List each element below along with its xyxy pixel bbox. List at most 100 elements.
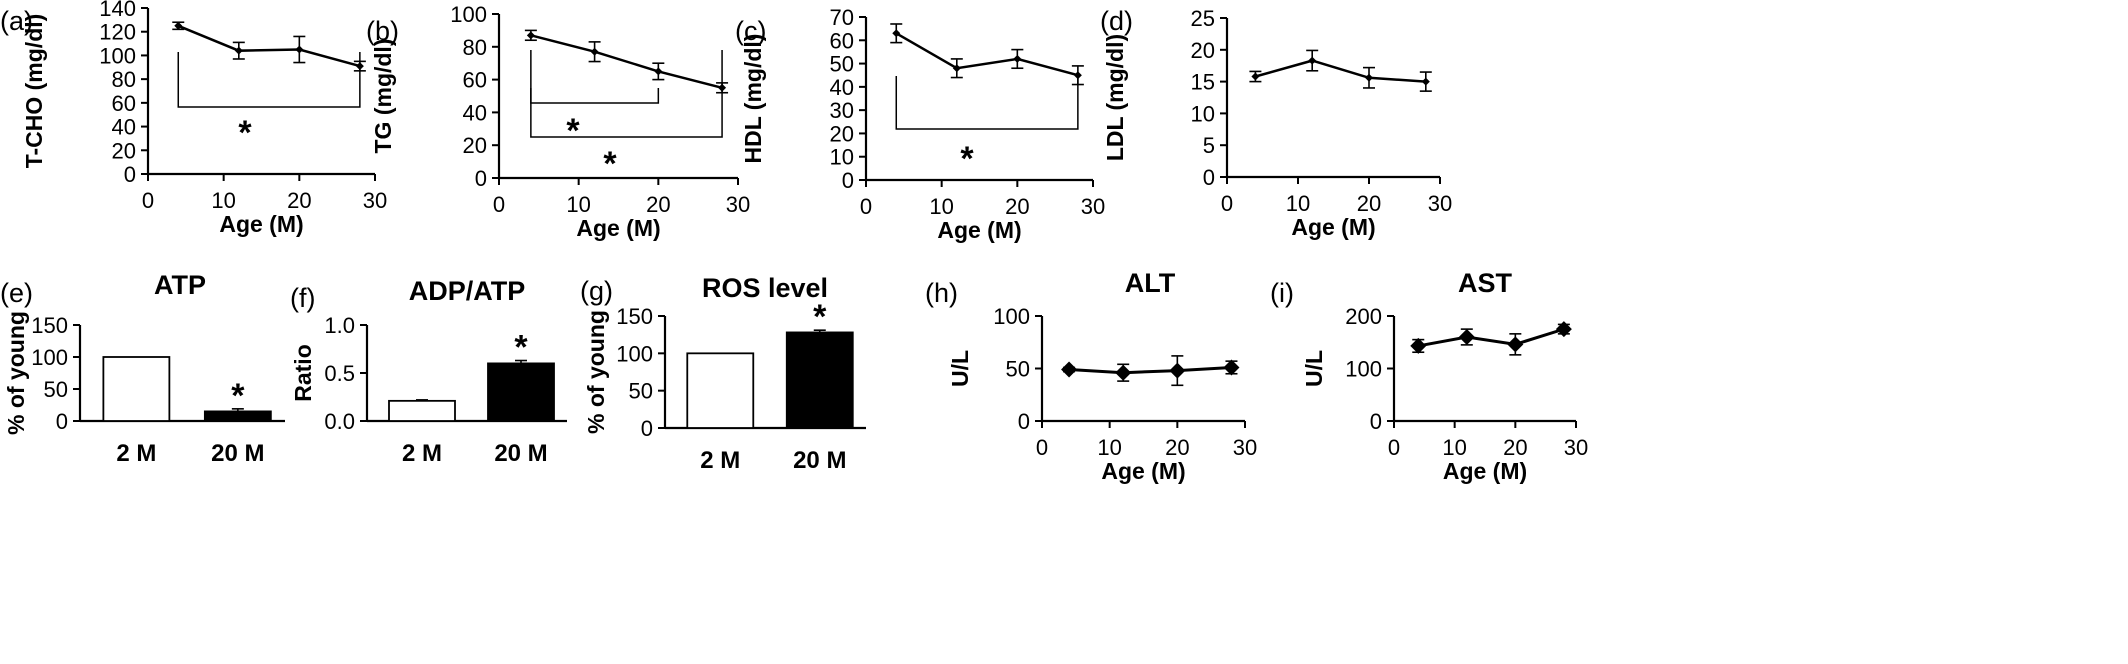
- significance-star: *: [514, 329, 528, 367]
- series-line: [1068, 365, 1232, 375]
- panel-8: (h) ALT 0 50 100 U/L 0 10 20 30 Age (M): [925, 268, 1257, 484]
- data-point: [1251, 72, 1260, 81]
- panel-5: (e) ATP 0 50 100 150% of young 2 M 20 M *: [0, 270, 285, 467]
- y-tick-label: 60: [112, 91, 136, 116]
- data-point: [1223, 359, 1240, 376]
- x-tick-label: 30: [726, 192, 750, 217]
- chart-title: ROS level: [702, 273, 828, 303]
- y-tick-label: 40: [463, 100, 487, 125]
- x-tick-label: 20: [646, 192, 670, 217]
- panel-label: (d): [1100, 6, 1133, 36]
- y-tick-label: 20: [112, 138, 136, 163]
- bar: [686, 352, 755, 429]
- panel-label: (f): [290, 283, 315, 313]
- y-tick-label: 80: [112, 67, 136, 92]
- panel-label: (i): [1270, 278, 1294, 308]
- x-tick-label: 10: [211, 188, 235, 213]
- series-line: [530, 34, 723, 90]
- y-tick-label: 0: [1203, 165, 1215, 190]
- significance-star: *: [813, 298, 827, 336]
- x-tick-label: 0: [493, 192, 505, 217]
- y-tick-label: 20: [463, 133, 487, 158]
- data-point: [174, 21, 183, 30]
- panel-9: (i) AST 0 100 200 U/L 0 10 20 30 Age (M): [1270, 268, 1588, 484]
- y-tick-label: 70: [830, 5, 854, 30]
- x-category-label: 20 M: [494, 440, 547, 467]
- y-axis-label: Ratio: [290, 344, 316, 402]
- data-point: [1073, 71, 1082, 80]
- panel-label: (a): [0, 6, 33, 36]
- y-tick-label: 0: [56, 409, 68, 434]
- data-point: [1013, 54, 1022, 63]
- y-tick-label: 0: [842, 168, 854, 193]
- y-tick-label: 25: [1191, 6, 1215, 31]
- x-axis-label: Age (M): [1443, 458, 1527, 484]
- y-tick-label: 100: [31, 345, 68, 370]
- y-tick-label: 120: [99, 20, 136, 45]
- data-point: [1061, 361, 1078, 378]
- chart-title: ADP/ATP: [409, 276, 526, 306]
- y-tick-label: 10: [830, 145, 854, 170]
- x-tick-label: 10: [929, 194, 953, 219]
- significance-star: *: [231, 377, 245, 415]
- data-point: [526, 31, 535, 40]
- y-tick-label: 1.0: [324, 313, 355, 338]
- data-point: [234, 46, 243, 55]
- panel-label: (h): [925, 278, 958, 308]
- x-axis-label: Age (M): [937, 217, 1021, 243]
- x-tick-label: 0: [860, 194, 872, 219]
- y-tick-label: 40: [830, 75, 854, 100]
- x-tick-label: 30: [363, 188, 387, 213]
- x-category-label: 20 M: [211, 440, 264, 467]
- bar: [388, 399, 456, 422]
- data-point: [590, 47, 599, 56]
- significance-bracket: [530, 50, 723, 138]
- y-tick-label: 0.0: [324, 409, 355, 434]
- x-tick-label: 10: [1286, 191, 1310, 216]
- panel-4: (d) 0 5 10 15 20 25 LDL (mg/dl) 0 10 20 30 Age (M): [1100, 6, 1452, 240]
- y-tick-label: 100: [616, 341, 653, 366]
- x-axis-label: Age (M): [576, 215, 660, 241]
- x-tick-label: 20: [1357, 191, 1381, 216]
- significance-star: *: [566, 112, 580, 150]
- y-tick-label: 40: [112, 115, 136, 140]
- x-axis-label: Age (M): [219, 211, 303, 237]
- y-tick-label: 10: [1191, 101, 1215, 126]
- y-tick-label: 200: [1345, 304, 1382, 329]
- x-tick-label: 30: [1081, 194, 1105, 219]
- x-tick-label: 30: [1233, 435, 1257, 460]
- panel-2: (b) 0 20 40 60 80 100 TG (mg/dl) 0 10 20 30 Age (M) *…: [366, 2, 750, 241]
- x-tick-label: 0: [1036, 435, 1048, 460]
- x-tick-label: 30: [1428, 191, 1452, 216]
- y-tick-label: 15: [1191, 70, 1215, 95]
- y-tick-label: 80: [463, 35, 487, 60]
- y-axis-label: % of young: [3, 311, 29, 435]
- y-tick-label: 0.5: [324, 361, 355, 386]
- series-line: [895, 32, 1079, 77]
- y-axis-label: U/L: [947, 350, 973, 387]
- x-category-label: 2 M: [402, 440, 442, 467]
- y-axis-label: % of young: [583, 310, 609, 434]
- panel-label: (c): [735, 16, 766, 46]
- y-tick-label: 60: [463, 68, 487, 93]
- y-tick-label: 100: [1345, 357, 1382, 382]
- x-tick-label: 20: [1005, 194, 1029, 219]
- y-tick-label: 30: [830, 98, 854, 123]
- y-tick-label: 100: [993, 304, 1030, 329]
- bar: [785, 331, 854, 429]
- data-point: [1421, 77, 1430, 86]
- series-line: [1417, 327, 1565, 348]
- data-point: [952, 64, 961, 73]
- data-point: [1115, 364, 1132, 381]
- significance-star: *: [603, 145, 617, 183]
- y-axis-label: LDL (mg/dl): [1102, 34, 1128, 161]
- data-point: [892, 29, 901, 38]
- y-axis-label: U/L: [1301, 350, 1327, 387]
- y-tick-label: 140: [99, 0, 136, 21]
- y-tick-label: 20: [1191, 38, 1215, 63]
- y-axis-label: T-CHO (mg/dl): [21, 14, 47, 169]
- y-axis-label: TG (mg/dl): [370, 39, 396, 154]
- x-tick-label: 0: [142, 188, 154, 213]
